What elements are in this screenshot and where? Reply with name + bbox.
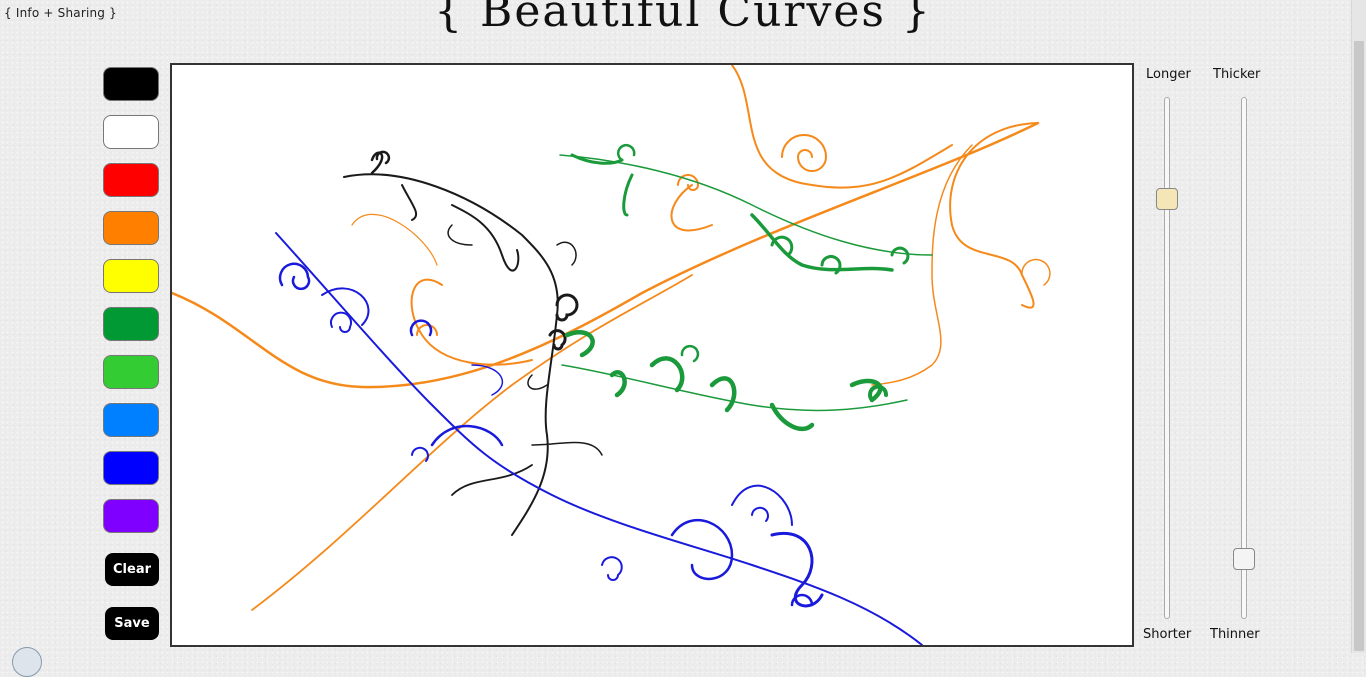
swatch-yellow[interactable] — [103, 259, 159, 293]
shorter-label: Shorter — [1143, 627, 1192, 642]
thickness-slider-thumb[interactable] — [1233, 548, 1255, 570]
drawing-canvas[interactable] — [170, 63, 1134, 647]
orange-curves — [172, 65, 1051, 611]
length-slider-thumb[interactable] — [1156, 188, 1178, 210]
swatch-orange[interactable] — [103, 211, 159, 245]
clear-button[interactable]: Clear — [105, 553, 159, 586]
save-button[interactable]: Save — [105, 607, 159, 640]
page-title: { Beautiful Curves } — [434, 0, 932, 37]
scrollbar-thumb[interactable] — [1354, 41, 1364, 651]
longer-label: Longer — [1146, 67, 1191, 82]
black-curves — [343, 150, 603, 536]
swatch-dark-green[interactable] — [103, 307, 159, 341]
blue-curves — [275, 232, 923, 645]
swatch-purple[interactable] — [103, 499, 159, 533]
curves-artwork — [172, 65, 1051, 645]
thinner-label: Thinner — [1210, 627, 1260, 642]
swatch-red[interactable] — [103, 163, 159, 197]
page-scrollbar[interactable] — [1351, 0, 1366, 653]
swatch-sky-blue[interactable] — [103, 403, 159, 437]
info-sharing-link[interactable]: { Info + Sharing } — [4, 6, 117, 20]
swatch-black[interactable] — [103, 67, 159, 101]
swatch-white[interactable] — [103, 115, 159, 149]
swatch-blue[interactable] — [103, 451, 159, 485]
thicker-label: Thicker — [1213, 67, 1261, 82]
swatch-light-green[interactable] — [103, 355, 159, 389]
corner-badge-icon — [12, 647, 42, 677]
length-slider[interactable] — [1156, 97, 1178, 619]
thickness-slider[interactable] — [1233, 97, 1255, 619]
green-curves — [559, 143, 933, 432]
